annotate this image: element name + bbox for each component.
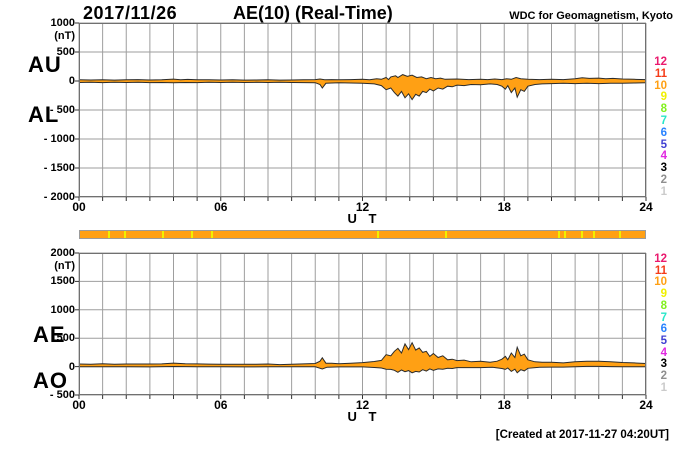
panel2-station-count-9: 9 (660, 288, 667, 301)
panel1-station-count-2: 2 (660, 174, 667, 186)
availability-gap-mark (581, 231, 584, 238)
label-al: AL (28, 102, 60, 127)
availability-gap-mark (593, 231, 596, 238)
panel2-y-tick-label: 500 (56, 332, 75, 345)
panel1-y-tick-label: 500 (56, 46, 75, 58)
panel1-station-count-6: 6 (660, 126, 667, 139)
created-timestamp: [Created at 2017-11-27 04:20UT] (495, 429, 669, 441)
panel1-station-count-11: 11 (654, 67, 667, 80)
panel1-unit-label: (nT) (54, 30, 75, 42)
panel1-station-count-12: 12 (654, 56, 667, 68)
panel1-station-count-8: 8 (660, 103, 667, 116)
panel1-x-tick-label: 18 (497, 200, 511, 214)
panel2-y-tick-label: 0 (68, 360, 75, 373)
availability-gap-mark (108, 231, 111, 238)
panel1-station-count-9: 9 (660, 91, 667, 104)
availability-gap-mark (563, 231, 566, 238)
panel2-y-tick-label: 2000 (50, 247, 75, 259)
panel1-x-tick-label: 12 (355, 200, 370, 214)
plot-date: 2017/11/26 (83, 3, 178, 23)
panel2-ut-axis-label: U T (347, 409, 381, 424)
panel1-station-count-10: 10 (654, 79, 667, 92)
panel2-station-count-11: 11 (654, 264, 667, 277)
label-ae: AE (33, 322, 66, 347)
availability-gap-mark (210, 231, 213, 238)
panel1-y-tick-label: 0 (68, 75, 75, 87)
panel1-station-count-1: 1 (660, 185, 667, 198)
panel2-station-count-5: 5 (660, 334, 667, 347)
panel1-y-tick-label: 1000 (50, 17, 75, 29)
plot-title: AE(10) (Real-Time) (233, 3, 393, 23)
panel1-ut-axis-label: U T (347, 211, 381, 226)
panel1-x-tick-label: 00 (72, 200, 86, 214)
panel1-x-tick-label: 06 (214, 200, 228, 214)
station-availability-bar (79, 230, 646, 239)
panel1-station-count-5: 5 (660, 138, 667, 151)
panel1-y-tick-label: - 1000 (43, 133, 75, 145)
panel1-station-count-3: 3 (660, 162, 667, 175)
panel1-station-count-7: 7 (660, 115, 667, 127)
availability-gap-mark (444, 231, 447, 238)
panel2-station-count-1: 1 (660, 381, 667, 394)
availability-gap-mark (123, 231, 126, 238)
panel2-x-tick-label: 24 (639, 398, 653, 412)
availability-gap-mark (619, 231, 622, 238)
availability-gap-mark (190, 231, 193, 238)
panel2-station-count-8: 8 (660, 299, 667, 312)
panel2-y-tick-label: 1500 (50, 275, 75, 288)
availability-gap-mark (162, 231, 165, 238)
panel2-y-tick-label: - 500 (49, 389, 75, 401)
label-ao: AO (33, 368, 68, 393)
panel2-x-tick-label: 12 (355, 398, 370, 412)
panel1-x-tick-label: 24 (639, 200, 653, 214)
panel2-x-tick-label: 00 (72, 398, 86, 412)
availability-gap-mark (557, 231, 560, 238)
panel2-station-count-12: 12 (654, 253, 667, 265)
organization-credit: WDC for Geomagnetism, Kyoto (509, 10, 673, 22)
label-au: AU (28, 52, 62, 77)
availability-gap-mark (376, 231, 379, 238)
panel1-y-tick-label: - 500 (49, 104, 75, 116)
panel2-x-tick-label: 06 (214, 398, 228, 412)
panel2-station-count-3: 3 (660, 358, 667, 371)
aual-chart (75, 22, 647, 201)
panel1-station-count-4: 4 (660, 150, 667, 163)
panel2-station-count-2: 2 (660, 370, 667, 382)
panel2-x-tick-label: 18 (497, 398, 511, 412)
panel1-y-tick-label: - 1500 (43, 162, 75, 174)
panel2-y-tick-label: 1000 (50, 303, 75, 316)
panel2-station-count-4: 4 (660, 346, 667, 359)
panel2-station-count-6: 6 (660, 323, 667, 336)
panel2-unit-label: (nT) (54, 260, 75, 272)
panel1-y-tick-label: - 2000 (43, 191, 75, 203)
panel2-station-count-7: 7 (660, 311, 667, 324)
aeao-chart (75, 252, 647, 399)
panel2-station-count-10: 10 (654, 276, 667, 289)
